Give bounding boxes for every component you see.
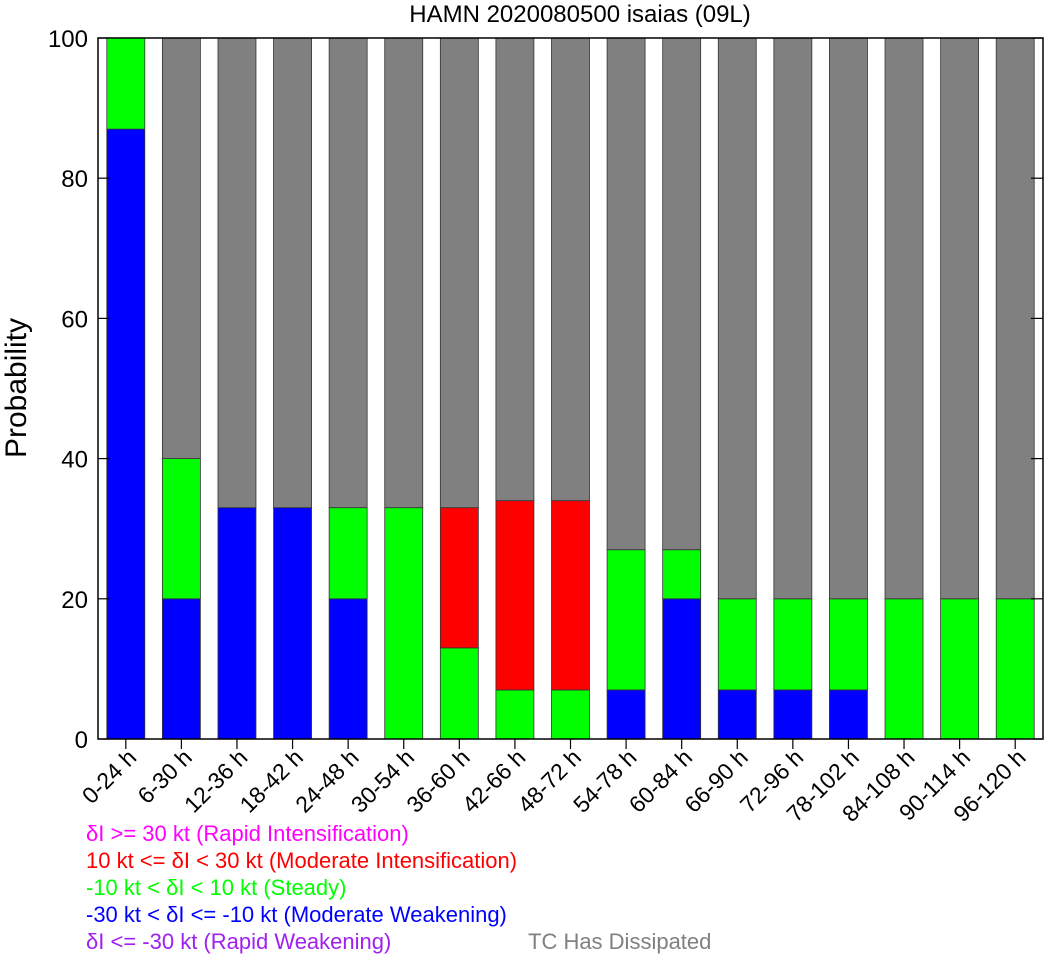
bar-48-72-h-series-5 bbox=[551, 37, 590, 502]
bar-60-84-h-series-1 bbox=[662, 598, 702, 740]
bar-48-72-h-series-3 bbox=[551, 500, 590, 691]
bar-84-108-h-series-2 bbox=[884, 598, 924, 740]
bar-30-54-h-series-5 bbox=[384, 37, 424, 509]
bar-6-30-h-series-1 bbox=[161, 598, 201, 740]
bar-12-36-h-series-1 bbox=[217, 507, 257, 740]
bar-24-48-h-series-5 bbox=[328, 37, 368, 509]
bar-18-42-h-series-1 bbox=[273, 507, 312, 740]
bar-24-48-h-series-2 bbox=[328, 507, 368, 600]
y-tick-label-40: 40 bbox=[61, 447, 88, 474]
bar-96-120-h-series-2 bbox=[995, 598, 1035, 740]
y-tick-label-20: 20 bbox=[61, 587, 88, 614]
bar-18-42-h-series-5 bbox=[273, 37, 312, 509]
bar-0-24-h-series-2 bbox=[106, 37, 146, 130]
legend-moderate-weakening: -30 kt < δI <= -10 kt (Moderate Weakenin… bbox=[86, 902, 507, 927]
legend-rapid-intensification: δI >= 30 kt (Rapid Intensification) bbox=[86, 821, 409, 846]
probability-chart: HAMN 2020080500 isaias (09L) Probability… bbox=[0, 1, 1044, 827]
bar-0-24-h-series-1 bbox=[106, 128, 146, 740]
bar-66-90-h-series-1 bbox=[717, 689, 757, 740]
bar-72-96-h-series-2 bbox=[773, 598, 813, 691]
legend-steady: -10 kt < δI < 10 kt (Steady) bbox=[86, 875, 347, 900]
bar-96-120-h-series-5 bbox=[995, 37, 1035, 600]
legend-dissipated: TC Has Dissipated bbox=[528, 929, 712, 954]
bar-54-78-h-series-5 bbox=[606, 37, 646, 551]
bar-36-60-h-series-2 bbox=[439, 647, 479, 740]
bar-90-114-h-series-2 bbox=[940, 598, 980, 740]
bar-66-90-h-series-5 bbox=[717, 37, 757, 600]
bar-54-78-h-series-1 bbox=[606, 689, 646, 740]
bar-42-66-h-series-5 bbox=[495, 37, 535, 502]
bar-60-84-h-series-5 bbox=[662, 37, 702, 551]
bar-6-30-h-series-5 bbox=[161, 37, 201, 460]
x-tick-group: 0-24 h6-30 h12-36 h18-42 h24-48 h30-54 h… bbox=[77, 739, 1031, 827]
bar-78-102-h-series-5 bbox=[829, 37, 868, 600]
bar-6-30-h-series-2 bbox=[161, 458, 201, 600]
bar-12-36-h-series-5 bbox=[217, 37, 257, 509]
y-tick-label-60: 60 bbox=[61, 306, 88, 333]
bar-66-90-h-series-2 bbox=[717, 598, 757, 691]
bar-group bbox=[106, 37, 1035, 740]
plot-frame bbox=[97, 37, 1044, 740]
bar-42-66-h-series-3 bbox=[495, 500, 535, 691]
bar-30-54-h-series-2 bbox=[384, 507, 424, 740]
y-tick-label-0: 0 bbox=[75, 727, 88, 754]
legend-moderate-intensification: 10 kt <= δI < 30 kt (Moderate Intensific… bbox=[86, 848, 518, 873]
chart-title: HAMN 2020080500 isaias (09L) bbox=[409, 1, 751, 28]
bar-72-96-h-series-5 bbox=[773, 37, 813, 600]
bar-90-114-h-series-5 bbox=[940, 37, 980, 600]
y-tick-label-100: 100 bbox=[48, 26, 88, 53]
bar-78-102-h-series-2 bbox=[829, 598, 868, 691]
bar-60-84-h-series-2 bbox=[662, 549, 702, 600]
legend-rapid-weakening: δI <= -30 kt (Rapid Weakening) bbox=[86, 929, 392, 954]
bar-54-78-h-series-2 bbox=[606, 549, 646, 691]
bar-42-66-h-series-2 bbox=[495, 689, 535, 740]
bar-36-60-h-series-3 bbox=[439, 507, 479, 649]
y-axis-label: Probability bbox=[0, 318, 33, 458]
bar-24-48-h-series-1 bbox=[328, 598, 368, 740]
bar-84-108-h-series-5 bbox=[884, 37, 924, 600]
y-tick-label-80: 80 bbox=[61, 166, 88, 193]
bar-36-60-h-series-5 bbox=[439, 37, 479, 509]
y-tick-group: 0 20 40 60 80 100 bbox=[48, 26, 1043, 754]
bar-72-96-h-series-1 bbox=[773, 689, 813, 740]
bar-78-102-h-series-1 bbox=[829, 689, 868, 740]
bar-48-72-h-series-2 bbox=[551, 689, 590, 740]
